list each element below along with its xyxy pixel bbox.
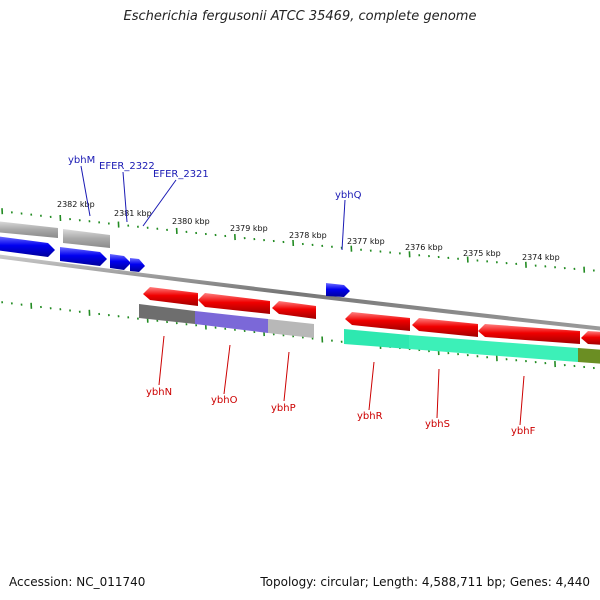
forward-gene-arrow[interactable] (0, 236, 55, 257)
feature-block[interactable] (195, 311, 268, 333)
forward-gene-labels: ybhM EFER_2322 EFER_2321 ybhQ (68, 155, 362, 201)
gene-label-EFER-2321[interactable]: EFER_2321 (153, 169, 209, 180)
gene-label-ybhM[interactable]: ybhM (68, 155, 95, 166)
reverse-gene-labels: ybhN ybhO ybhP ybhR ybhS ybhF (146, 387, 536, 437)
forward-gene-arrow[interactable] (326, 283, 350, 297)
scale-label: 2375 kbp (463, 249, 501, 258)
forward-gene-arrow[interactable] (60, 247, 107, 266)
reverse-gene-arrow[interactable] (272, 301, 316, 319)
gene-label-ybhR[interactable]: ybhR (357, 411, 383, 422)
scale-label: 2382 kbp (57, 200, 95, 209)
reverse-gene-track (143, 287, 600, 345)
gene-label-ybhP[interactable]: ybhP (271, 403, 296, 414)
genome-backbone (0, 254, 600, 331)
scale-label: 2377 kbp (347, 237, 385, 246)
feature-block[interactable] (0, 221, 58, 238)
inner-feature-track (139, 304, 600, 364)
scale-label: 2381 kbp (114, 209, 152, 218)
reverse-gene-arrow[interactable] (345, 312, 410, 331)
scale-label: 2374 kbp (522, 253, 560, 262)
feature-block[interactable] (578, 348, 600, 364)
page-title: Escherichia fergusonii ATCC 35469, compl… (123, 9, 477, 24)
forward-gene-arrow[interactable] (110, 254, 131, 270)
feature-block[interactable] (268, 319, 314, 338)
forward-gene-track (0, 236, 350, 297)
reverse-gene-arrow[interactable] (198, 293, 270, 314)
gene-label-ybhQ[interactable]: ybhQ (335, 190, 362, 201)
scale-label: 2379 kbp (230, 224, 268, 233)
gene-label-ybhN[interactable]: ybhN (146, 387, 172, 398)
forward-leader-lines (80, 165, 346, 251)
footer-accession: Accession: NC_011740 (9, 575, 146, 589)
gene-label-ybhF[interactable]: ybhF (511, 426, 536, 437)
gene-label-ybhS[interactable]: ybhS (425, 419, 450, 430)
footer-summary: Topology: circular; Length: 4,588,711 bp… (260, 575, 590, 589)
scale-label-group: 2382 kbp 2381 kbp 2380 kbp 2379 kbp 2378… (57, 200, 560, 262)
reverse-leader-lines (158, 335, 525, 426)
feature-block[interactable] (63, 229, 110, 248)
reverse-gene-arrow[interactable] (143, 287, 198, 306)
outer-feature-track (0, 221, 110, 248)
reverse-gene-arrow[interactable] (581, 331, 600, 345)
feature-block[interactable] (139, 304, 195, 324)
scale-label: 2378 kbp (289, 231, 327, 240)
forward-gene-arrow[interactable] (130, 258, 145, 272)
feature-block[interactable] (409, 335, 578, 362)
scale-label: 2376 kbp (405, 243, 443, 252)
reverse-gene-arrow[interactable] (412, 318, 478, 337)
gene-label-ybhO[interactable]: ybhO (211, 395, 238, 406)
outer-tick-track (1, 208, 595, 273)
reverse-gene-arrow[interactable] (478, 324, 580, 344)
gene-label-EFER-2322[interactable]: EFER_2322 (99, 161, 155, 172)
feature-block[interactable] (344, 329, 409, 349)
scale-label: 2380 kbp (172, 217, 210, 226)
